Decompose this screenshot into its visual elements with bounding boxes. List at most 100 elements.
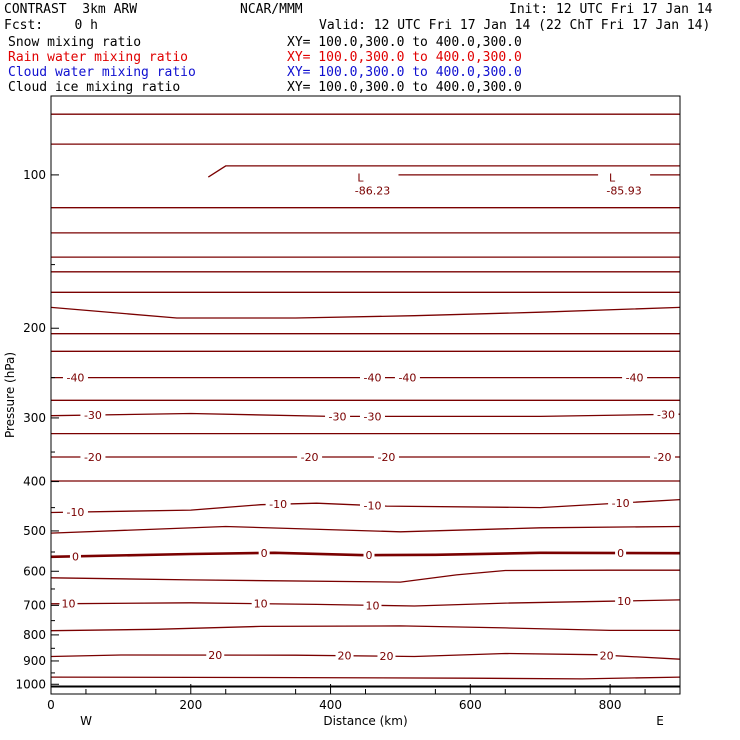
y-tick-label: 100 (23, 168, 46, 182)
contour-label: 0 (617, 547, 624, 560)
contour-label: 10 (61, 598, 75, 611)
contour-label-bg (622, 371, 648, 384)
contour-label-bg (377, 650, 396, 663)
contour-label: 10 (365, 599, 379, 612)
contour-line (51, 525, 680, 534)
contour-line (51, 676, 680, 680)
contour-label-bg (615, 594, 634, 607)
contour-label: -30 (329, 410, 347, 423)
contour-label-bg (653, 408, 679, 421)
contour-label-bg (206, 649, 225, 662)
contour-label: 20 (600, 649, 614, 662)
contour-line (51, 599, 680, 607)
x-axis-label: Distance (km) (323, 714, 407, 728)
contour-label-bg (363, 549, 375, 562)
y-axis-label: Pressure (hPa) (3, 352, 17, 438)
minimum-value: -86.23 (355, 185, 390, 198)
contour-label: 10 (254, 598, 268, 611)
contour-label: 20 (208, 649, 222, 662)
contour-label-bg (62, 506, 88, 519)
minimum-mark: L (609, 172, 616, 185)
contour-label-bg (297, 451, 323, 464)
field-name-cloud-ice: Cloud ice mixing ratio (8, 80, 181, 95)
y-tick-label: 700 (23, 598, 46, 612)
field-name-cloud-water: Cloud water mixing ratio (8, 65, 196, 80)
field-xy-rain: XY= 100.0,300.0 to 400.0,300.0 (287, 50, 522, 65)
contour-label: -40 (364, 372, 382, 385)
contour-label-bg (265, 498, 291, 511)
contour-label-bg (363, 599, 382, 612)
contour-label: 20 (338, 650, 352, 663)
y-tick-label: 500 (23, 524, 46, 538)
forecast-hour: Fcst: 0 h (4, 18, 98, 33)
contour-label-bg (62, 371, 88, 384)
x-tick-label: 600 (459, 698, 482, 712)
contour-label-bg (615, 547, 627, 560)
contour-label: 20 (379, 650, 393, 663)
valid-time: Valid: 12 UTC Fri 17 Jan 14 (22 ChT Fri … (319, 18, 711, 33)
contour-label-bg (650, 451, 676, 464)
y-tick-label: 600 (23, 564, 46, 578)
contour-label: -40 (626, 372, 644, 385)
contour-label-bg (80, 409, 106, 422)
contour-group: -40 -40 -40 -40 -30 -30 -30 -30 -20 -20 -20 -20 -10 -… (51, 113, 680, 680)
contour-label-bg (373, 451, 399, 464)
contour-label-bg (608, 497, 634, 510)
contour-label-bg (394, 371, 420, 384)
center-label: NCAR/MMM (240, 2, 303, 17)
field-name-snow: Snow mixing ratio (8, 35, 142, 50)
x-tick-label: 0 (47, 698, 55, 712)
contour-label: -10 (66, 506, 84, 519)
plot-title: CONTRAST 3km ARW (4, 2, 138, 17)
contour-label-bg (258, 546, 270, 559)
field-xy-cloud-water: XY= 100.0,300.0 to 400.0,300.0 (287, 65, 522, 80)
y-tick-label: 800 (23, 628, 46, 642)
contour-label-bg (597, 649, 616, 662)
contour-label: -30 (84, 409, 102, 422)
x-east-label: E (656, 714, 664, 728)
x-west-label: W (80, 714, 92, 728)
y-tick-label: 900 (23, 654, 46, 668)
contour-label: 0 (365, 549, 372, 562)
x-tick-label: 200 (179, 698, 202, 712)
contour-line (207, 165, 680, 178)
x-tick-label: 800 (599, 698, 622, 712)
contour-label-bg (335, 649, 354, 662)
field-xy-cloud-ice: XY= 100.0,300.0 to 400.0,300.0 (287, 80, 522, 95)
contour-line (51, 306, 680, 319)
contour-label-bg (359, 499, 385, 512)
minimum-value: -85.93 (606, 185, 641, 198)
contour-line (51, 652, 680, 660)
init-time: Init: 12 UTC Fri 17 Jan 14 (509, 2, 713, 17)
contour-line (51, 498, 680, 514)
y-tick-label: 1000 (15, 677, 46, 691)
contour-label: -40 (398, 372, 416, 385)
contour-label-bg (251, 597, 270, 610)
y-tick-label: 300 (23, 411, 46, 425)
minimum-label-bg (598, 169, 651, 198)
contour-label: -20 (301, 451, 319, 464)
y-tick-label: 200 (23, 321, 46, 335)
contour-label-bg (359, 371, 385, 384)
contour-label-bg (59, 597, 78, 610)
contour-label: -10 (364, 500, 382, 513)
minimum-label-bg (346, 169, 399, 198)
contour-label: -30 (657, 408, 675, 421)
field-xy-snow: XY= 100.0,300.0 to 400.0,300.0 (287, 35, 522, 50)
contour-label: 0 (261, 547, 268, 560)
contour-label-bg (325, 410, 351, 423)
x-tick-label: 400 (319, 698, 342, 712)
contour-label-bg (80, 451, 106, 464)
contour-label: -40 (66, 372, 84, 385)
contour-label: -30 (364, 410, 382, 423)
contour-label: -20 (84, 451, 102, 464)
contour-label-bg (359, 410, 385, 423)
y-tick-label: 400 (23, 475, 46, 489)
minimum-mark: L (357, 172, 364, 185)
contour-label: 10 (617, 595, 631, 608)
contour-label-bg (69, 550, 81, 563)
contour-label: -10 (269, 498, 287, 511)
contour-label: -20 (654, 451, 672, 464)
contour-label: -20 (377, 451, 395, 464)
